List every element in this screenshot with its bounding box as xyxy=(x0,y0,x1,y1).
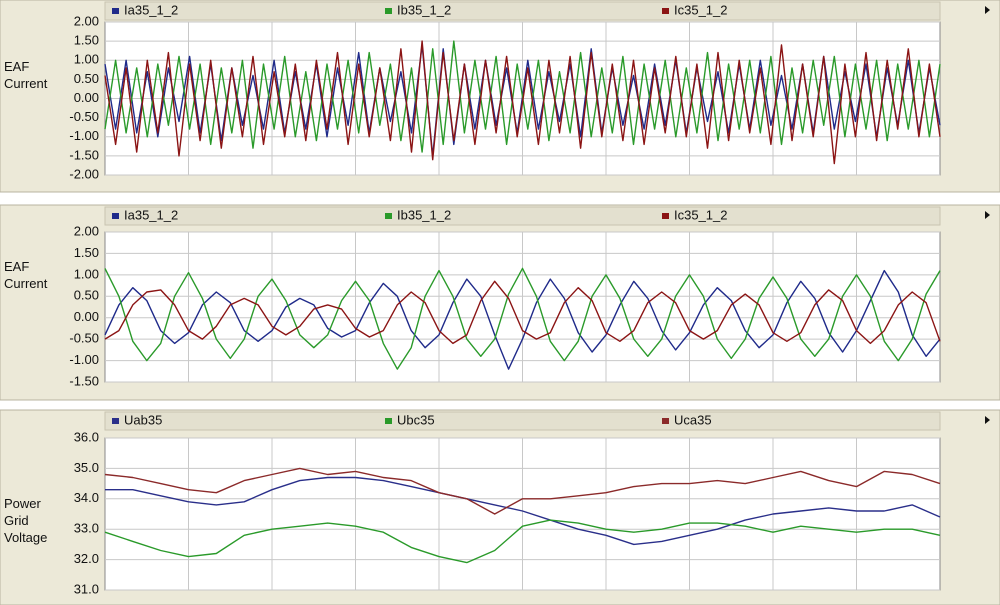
legend-bar xyxy=(104,206,941,226)
legend-label: Ia35_1_2 xyxy=(124,207,178,222)
y-tick-label: -0.50 xyxy=(69,331,99,346)
scroll-arrow xyxy=(985,6,990,14)
y-tick-label: -1.00 xyxy=(69,352,99,367)
y-tick-label: 0.00 xyxy=(74,309,99,324)
legend-swatch xyxy=(662,418,669,424)
legend-label: Ib35_1_2 xyxy=(397,207,451,222)
y-tick-label: 0.50 xyxy=(74,71,99,86)
y-tick-label: 1.00 xyxy=(74,266,99,281)
legend-label: Uca35 xyxy=(674,412,712,427)
y-tick-label: 34.0 xyxy=(74,490,99,505)
y-tick-label: 2.00 xyxy=(74,13,99,28)
series-line xyxy=(105,476,941,546)
series-line xyxy=(104,280,941,345)
y-tick-label: 1.50 xyxy=(74,33,99,48)
y-tick-label: 0.50 xyxy=(74,288,99,303)
legend-swatch xyxy=(385,8,392,14)
legend-label: Ubc35 xyxy=(397,412,435,427)
y-tick-label: 35.0 xyxy=(74,460,99,475)
legend-label: Ic35_1_2 xyxy=(674,2,728,17)
legend-swatch xyxy=(385,418,392,424)
y-axis-label: EAF Current xyxy=(4,59,48,91)
y-tick-label: 31.0 xyxy=(74,581,99,596)
y-tick-label: -1.50 xyxy=(69,147,99,162)
legend-bar xyxy=(104,411,941,431)
y-tick-label: 0.00 xyxy=(74,90,99,105)
y-tick-label: 1.50 xyxy=(74,245,99,260)
y-axis-label: Power Grid Voltage xyxy=(4,496,48,545)
series-line xyxy=(104,467,941,515)
legend-swatch xyxy=(112,418,119,424)
series-line xyxy=(104,267,941,370)
y-tick-label: 36.0 xyxy=(74,429,99,444)
y-tick-label: 32.0 xyxy=(74,551,99,566)
y-tick-label: -1.00 xyxy=(69,128,99,143)
legend-label: Ia35_1_2 xyxy=(124,2,178,17)
series-line xyxy=(104,519,941,564)
legend-swatch xyxy=(112,213,119,219)
y-tick-label: 33.0 xyxy=(74,521,99,536)
y-tick-label: -1.50 xyxy=(69,373,99,388)
scroll-arrow xyxy=(985,211,990,219)
scroll-arrow xyxy=(985,416,990,424)
legend-bar xyxy=(104,1,941,21)
legend-swatch xyxy=(112,8,119,14)
legend-label: Uab35 xyxy=(124,412,162,427)
y-tick-label: -2.00 xyxy=(69,166,99,181)
legend-label: Ic35_1_2 xyxy=(674,207,728,222)
y-tick-label: -0.50 xyxy=(69,109,99,124)
series-line xyxy=(104,40,941,165)
legend-swatch xyxy=(385,213,392,219)
series-line xyxy=(104,40,941,153)
y-axis-label: EAF Current xyxy=(4,259,48,291)
y-tick-label: 1.00 xyxy=(74,52,99,67)
series-line xyxy=(104,269,941,370)
legend-swatch xyxy=(662,213,669,219)
legend-swatch xyxy=(662,8,669,14)
legend-label: Ib35_1_2 xyxy=(397,2,451,17)
y-tick-label: 2.00 xyxy=(74,223,99,238)
